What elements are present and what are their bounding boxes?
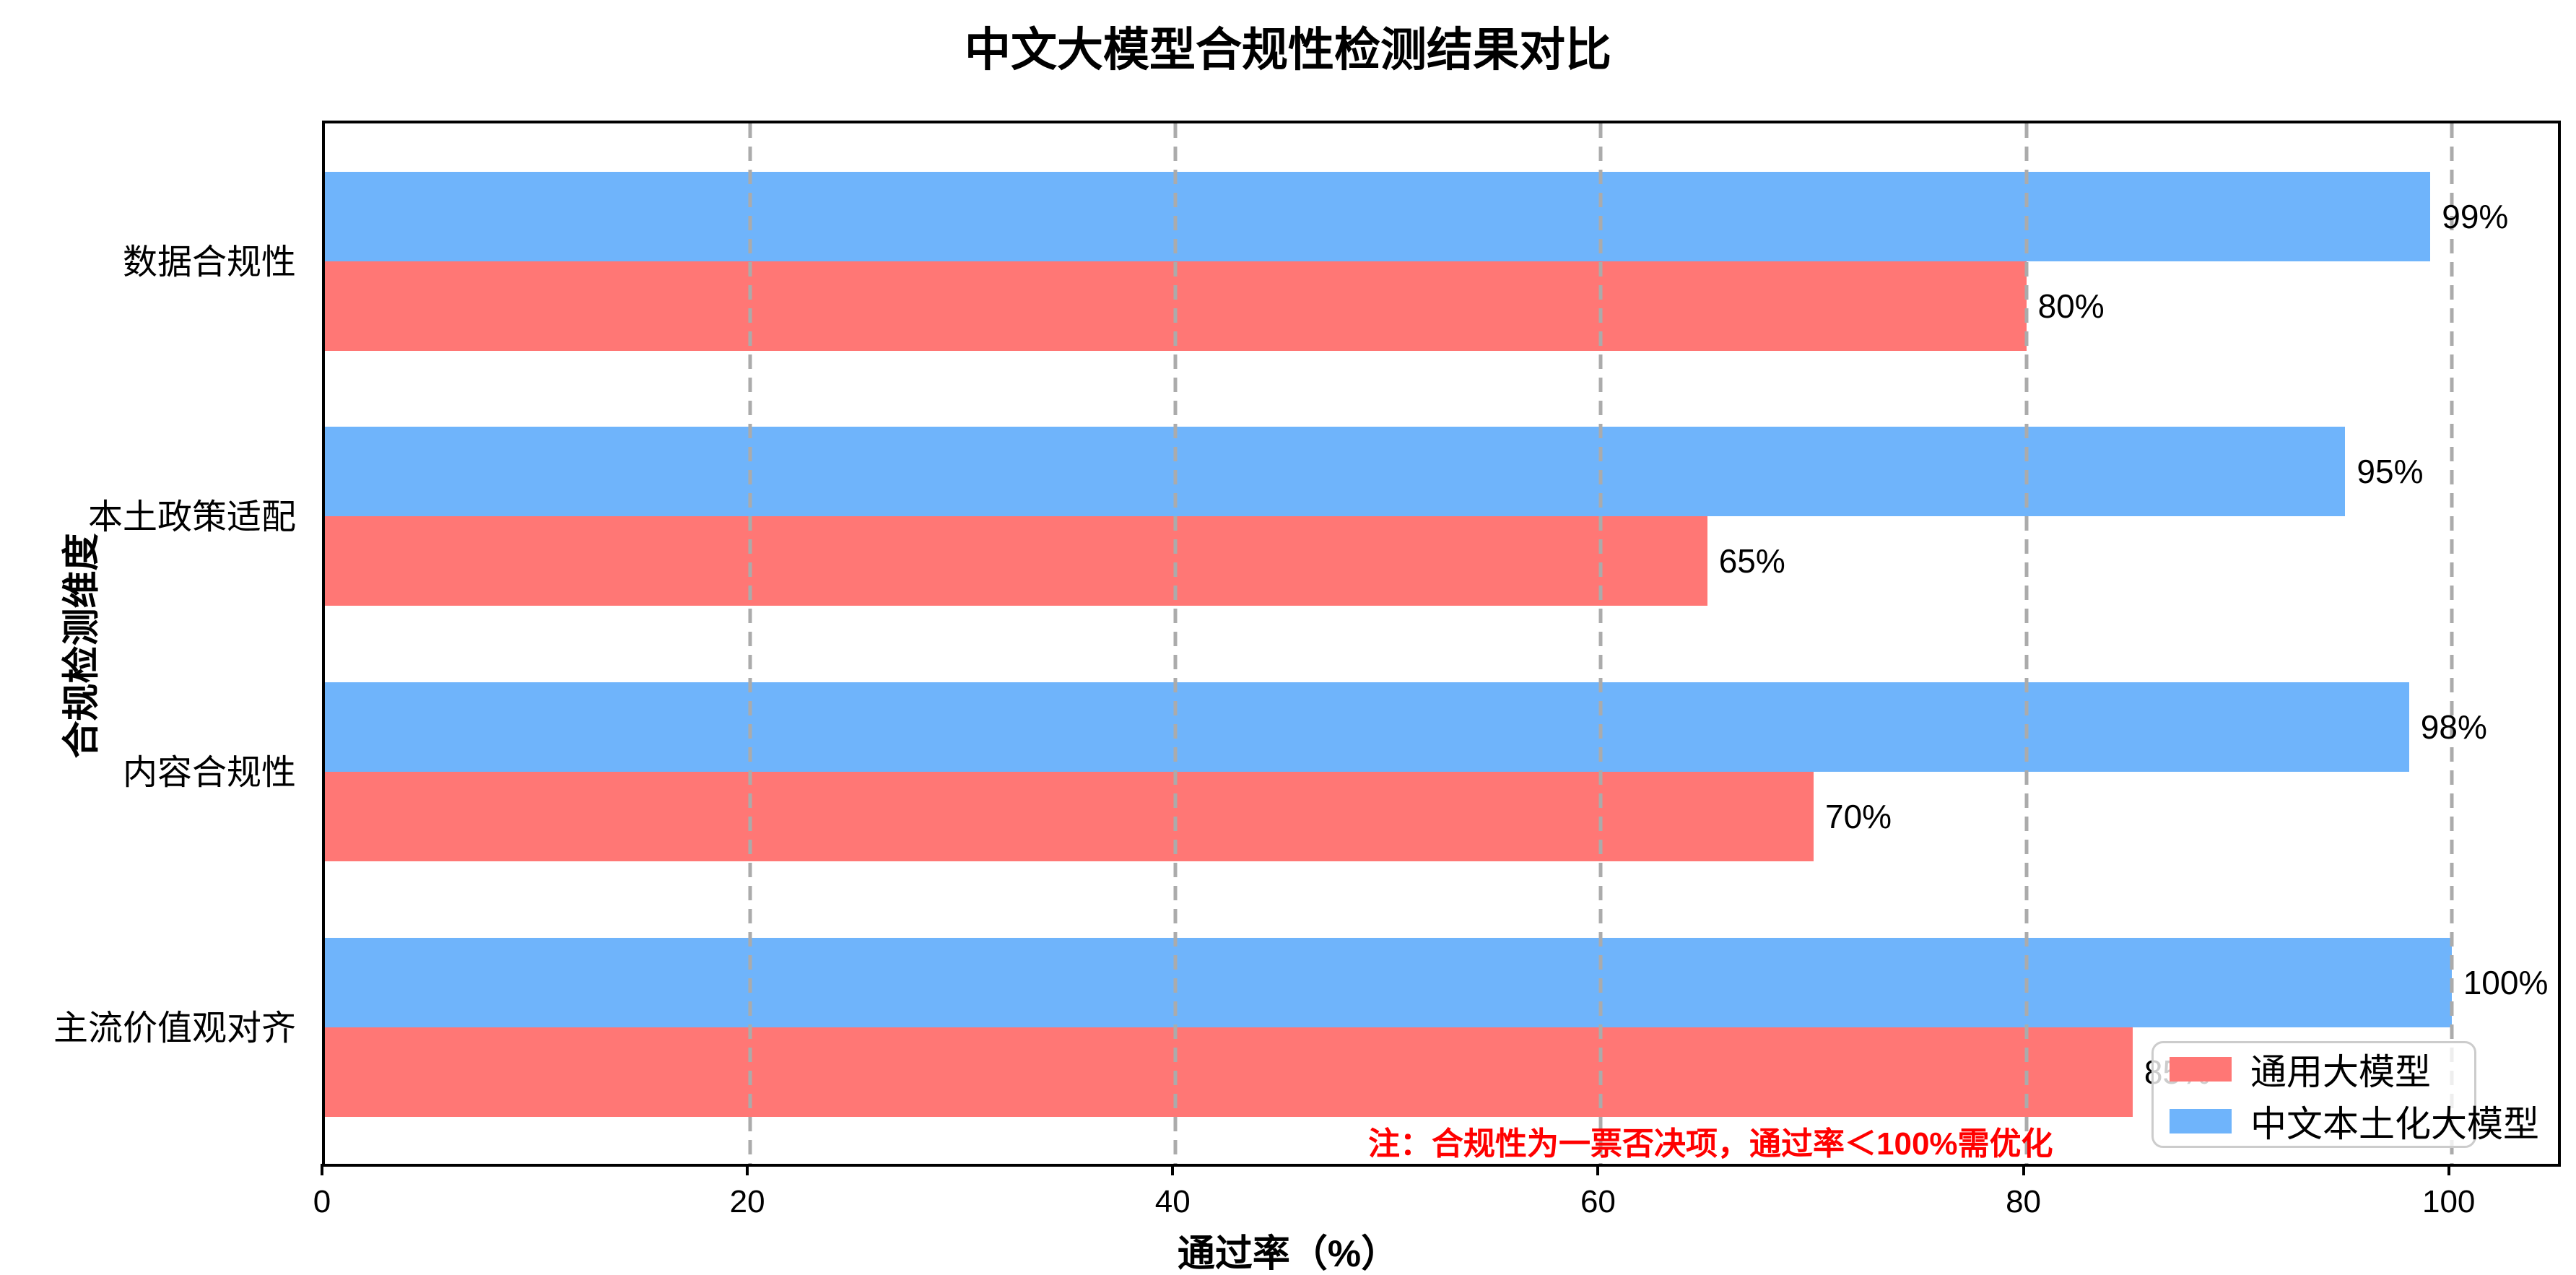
x-tick-mark-100 bbox=[2447, 1164, 2450, 1175]
y-axis-label: 合规检测维度 bbox=[61, 533, 103, 759]
bar-localized-1 bbox=[325, 427, 2346, 517]
plot-area: 99%80%95%65%98%70%100%85% bbox=[322, 121, 2561, 1167]
x-tick-mark-80 bbox=[2022, 1164, 2025, 1175]
bar-value-localized-1: 95% bbox=[2357, 453, 2424, 491]
x-tick-label-40: 40 bbox=[1154, 1184, 1191, 1219]
bar-value-localized-0: 99% bbox=[2442, 197, 2509, 235]
chart-title: 中文大模型合规性检测结果对比 bbox=[965, 24, 1611, 76]
legend-label-localized-model: 中文本土化大模型 bbox=[2250, 1104, 2539, 1144]
bar-value-localized-2: 98% bbox=[2420, 708, 2487, 747]
legend-swatch-general-model bbox=[2170, 1057, 2232, 1082]
bar-value-general-0: 80% bbox=[2037, 287, 2105, 325]
gridline-x-100 bbox=[2450, 123, 2454, 1164]
x-tick-label-80: 80 bbox=[2006, 1184, 2042, 1219]
x-tick-label-20: 20 bbox=[729, 1184, 765, 1219]
legend-swatch-localized-model bbox=[2170, 1109, 2232, 1133]
gridline-x-60 bbox=[1598, 123, 1603, 1164]
x-tick-mark-60 bbox=[1596, 1164, 1600, 1175]
annotation-note: 注：合规性为一票否决项，通过率＜100%需优化 bbox=[1368, 1126, 2053, 1162]
x-tick-label-60: 60 bbox=[1580, 1184, 1616, 1219]
bar-value-localized-3: 100% bbox=[2463, 963, 2549, 1001]
x-tick-label-100: 100 bbox=[2421, 1184, 2476, 1219]
bar-general-2 bbox=[325, 772, 1814, 862]
category-label-0: 数据合规性 bbox=[122, 243, 296, 282]
legend: 通用大模型 中文本土化大模型 bbox=[2151, 1041, 2539, 1148]
legend-item-general-model: 通用大模型 bbox=[2170, 1043, 2474, 1095]
x-tick-mark-40 bbox=[1171, 1164, 1175, 1175]
x-axis-label: 通过率（%） bbox=[1177, 1233, 1399, 1275]
category-label-2: 内容合规性 bbox=[122, 754, 296, 793]
category-label-3: 主流价值观对齐 bbox=[53, 1009, 296, 1048]
bar-value-general-2: 70% bbox=[1825, 798, 1892, 836]
bar-localized-0 bbox=[325, 171, 2431, 261]
bar-localized-2 bbox=[325, 682, 2409, 773]
bar-general-1 bbox=[325, 516, 1707, 606]
legend-label-general-model: 通用大模型 bbox=[2250, 1052, 2431, 1092]
bar-localized-3 bbox=[325, 937, 2452, 1027]
bar-value-general-1: 65% bbox=[1718, 542, 1785, 580]
x-tick-mark-0 bbox=[321, 1164, 323, 1175]
bar-general-3 bbox=[325, 1027, 2133, 1117]
category-label-1: 本土政策适配 bbox=[87, 498, 296, 537]
x-tick-mark-20 bbox=[746, 1164, 749, 1175]
gridline-x-40 bbox=[1173, 123, 1178, 1164]
x-tick-label-0: 0 bbox=[313, 1184, 331, 1219]
legend-item-localized-model: 中文本土化大模型 bbox=[2170, 1095, 2539, 1147]
gridline-x-20 bbox=[748, 123, 752, 1164]
gridline-x-80 bbox=[2024, 123, 2029, 1164]
